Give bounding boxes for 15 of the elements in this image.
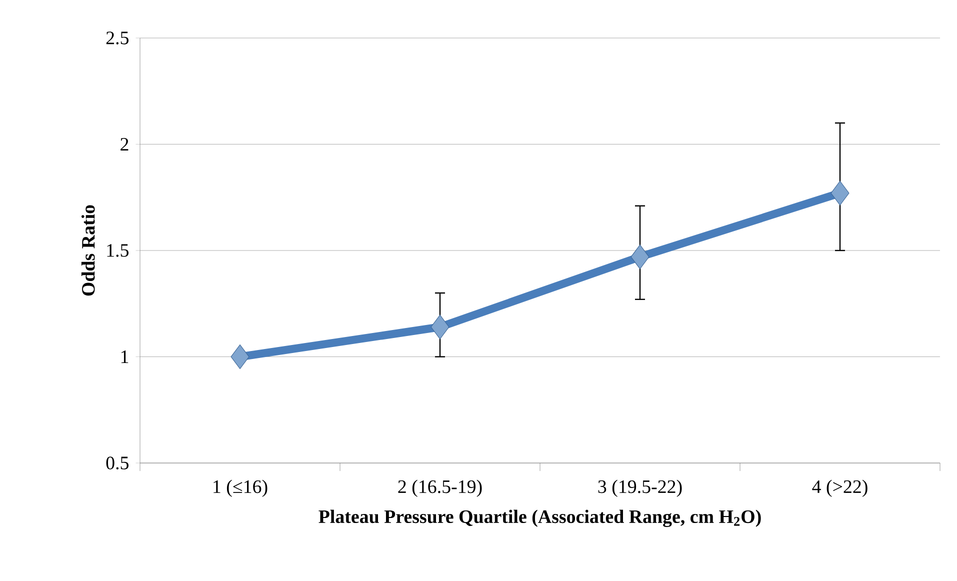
point [230,344,250,370]
x-tick-label: 1 (≤16) [214,480,268,497]
y-tick-label: 2.5 [106,32,128,44]
point [430,314,450,340]
y-tick-label: 1 [121,350,128,363]
x-tick-label: 4 (>22) [812,480,868,497]
y-tick-label: 0.5 [106,456,128,470]
point [830,180,850,206]
x-tick-label: 2 (16.5-19) [398,480,482,497]
y-axis-title: Odds Ratio [81,205,95,296]
point [630,244,650,270]
y-tick-label: 2 [120,138,128,151]
x-tick-label: 3 (19.5-22) [598,480,682,497]
x-axis-title: Plateau Pressure Quartile (Associated Range, cm H$_{2}$O) [318,510,761,528]
y-tick-label: 1.5 [107,244,128,257]
